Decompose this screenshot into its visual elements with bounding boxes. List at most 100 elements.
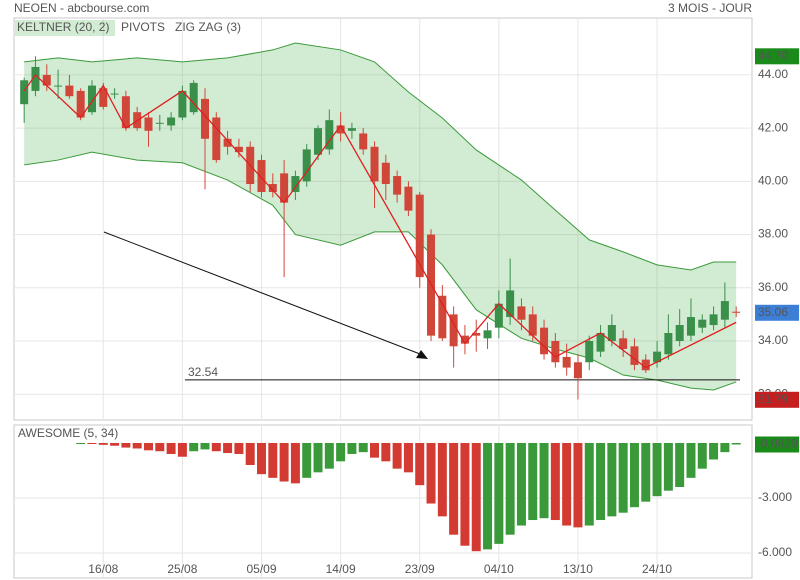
y-tick-label: 34.00 — [758, 333, 788, 347]
y-tick-label: 42.00 — [758, 120, 788, 134]
candle-body — [381, 162, 390, 185]
ao-bar — [370, 442, 380, 458]
ao-bar — [392, 442, 402, 469]
candle-body — [551, 340, 560, 363]
ao-bar — [652, 442, 662, 497]
price-label: 35.06 — [758, 305, 788, 319]
ao-bar — [302, 442, 312, 478]
x-tick-label: 05/09 — [246, 562, 276, 576]
ao-bar — [324, 442, 334, 469]
arrow-head — [416, 350, 428, 359]
candle-body — [404, 186, 413, 211]
candle-body — [517, 306, 526, 320]
last-value-box — [755, 436, 799, 453]
candle-body — [630, 346, 639, 365]
price-label: 31.79 — [758, 392, 788, 406]
ao-bar — [76, 442, 86, 444]
candle-body — [99, 88, 108, 107]
candle-body — [54, 85, 63, 87]
ao-bar — [471, 442, 481, 552]
x-tick-label: 14/09 — [326, 562, 356, 576]
y-tick-label: -3.000 — [758, 490, 792, 504]
ao-bar — [211, 442, 221, 452]
candle-body — [506, 290, 515, 318]
ao-bar — [347, 442, 357, 454]
candle-body — [494, 303, 503, 328]
candle-body — [167, 117, 176, 126]
x-tick-label: 16/08 — [88, 562, 118, 576]
candle-body — [607, 325, 616, 341]
ao-bar — [720, 442, 730, 453]
ao-bar — [98, 442, 108, 445]
ao-bar — [234, 442, 244, 454]
candle-body — [87, 85, 96, 113]
ao-bar — [223, 442, 233, 454]
page-title: NEOEN - abcbourse.com — [14, 1, 149, 15]
ao-bar — [731, 442, 741, 445]
ao-bar — [584, 442, 594, 526]
ao-bar — [189, 442, 199, 452]
candle-body — [449, 314, 458, 347]
last-value-label: -0.0829 — [757, 437, 798, 451]
candle-body — [212, 117, 221, 161]
ao-bar — [663, 442, 673, 491]
candle-body — [178, 90, 187, 118]
candle-body — [314, 128, 323, 155]
ao-bar — [641, 442, 651, 502]
ao-bar — [494, 442, 504, 544]
ao-bar — [460, 442, 470, 546]
panel-frame — [13, 17, 753, 421]
y-tick-label: -6.000 — [758, 545, 792, 559]
ao-bar — [110, 442, 120, 446]
candle-body — [528, 314, 537, 336]
ao-bar — [166, 442, 176, 454]
candle-body — [42, 74, 51, 86]
ao-bar — [449, 442, 459, 535]
candle-body — [573, 362, 582, 379]
panel-frame — [13, 424, 753, 579]
plot-layer: 32.0034.0036.0038.0040.0042.0044.0032.54… — [13, 17, 799, 579]
ao-bar — [415, 442, 425, 486]
ao-bar — [143, 442, 153, 451]
candle-body — [302, 149, 311, 182]
legend-keltner: KELTNER (20, 2) — [17, 20, 109, 34]
candle-body — [336, 125, 345, 134]
price-label: 44.70 — [758, 48, 788, 62]
ao-bar — [550, 442, 560, 521]
candle-body — [540, 327, 549, 355]
y-tick-label: 38.00 — [758, 227, 788, 241]
ao-bar — [87, 442, 97, 444]
candle-body — [732, 311, 741, 313]
ao-bar — [132, 442, 142, 449]
candle-body — [664, 333, 673, 355]
ao-bar — [336, 442, 346, 462]
candle-body — [65, 85, 74, 97]
legend-pivots: PIVOTS — [121, 20, 165, 34]
x-tick-label: 24/10 — [642, 562, 672, 576]
candle-body — [709, 314, 718, 326]
candle-body — [641, 359, 650, 371]
x-tick-label: 04/10 — [484, 562, 514, 576]
candle-body — [155, 122, 164, 124]
candle-body — [110, 93, 119, 95]
price-label-box — [755, 48, 799, 65]
candle-body — [325, 120, 334, 150]
candle-body — [200, 98, 209, 139]
ao-bar — [268, 442, 278, 478]
candle-body — [460, 335, 469, 344]
ao-bar — [675, 442, 685, 488]
candle-body — [653, 351, 662, 363]
ao-bar — [245, 442, 255, 465]
y-tick-label: 40.00 — [758, 174, 788, 188]
keltner-lower — [24, 151, 737, 391]
candle-body — [438, 295, 447, 339]
ao-bar — [607, 442, 617, 517]
ao-bar — [516, 442, 526, 526]
ao-bar — [426, 442, 436, 504]
ao-bar — [562, 442, 572, 526]
candle-body — [268, 184, 277, 192]
keltner-upper — [24, 42, 737, 271]
candle-body — [686, 317, 695, 336]
x-tick-label: 13/10 — [563, 562, 593, 576]
